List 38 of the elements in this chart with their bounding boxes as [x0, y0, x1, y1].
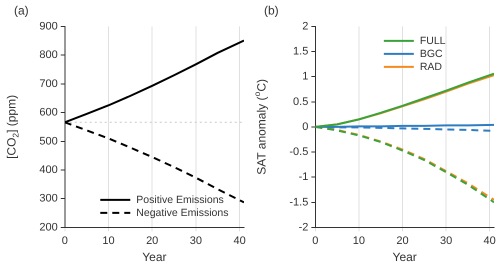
y-tick-label: 2	[302, 20, 308, 32]
x-tick-label: 10	[102, 235, 115, 248]
x-axis-title: Year	[142, 250, 166, 264]
x-tick-label: 20	[396, 235, 409, 248]
legend-label: RAD	[420, 60, 442, 73]
y-tick-label: 800	[39, 49, 58, 62]
y-tick-label: 500	[39, 135, 58, 148]
x-tick-label: 30	[440, 235, 452, 248]
x-tick-label: 40	[484, 235, 496, 248]
y-axis-title: [CO2] (ppm)	[4, 94, 21, 159]
x-tick-label: 10	[352, 235, 366, 248]
y-tick-label: -0.5	[289, 146, 308, 158]
y-tick-label: 700	[39, 78, 58, 90]
x-tick-label: 0	[312, 235, 318, 248]
y-tick-label: -1	[298, 171, 308, 184]
x-axis-title: Year	[392, 250, 417, 264]
y-tick-label: 400	[39, 164, 58, 176]
x-tick-label: 0	[62, 235, 68, 248]
legend-label: BGC	[420, 48, 444, 60]
y-tick-label: -1.5	[289, 196, 308, 208]
legend-label: FULL	[420, 34, 446, 47]
chart-title: (b)	[264, 4, 279, 18]
y-tick-label: 900	[39, 20, 58, 32]
y-tick-label: 300	[39, 192, 58, 205]
x-tick-label: 20	[146, 235, 158, 248]
y-axis-title: SAT anomaly (oC)	[252, 78, 268, 175]
y-tick-label: 0.5	[293, 96, 308, 108]
x-tick-label: 40	[234, 235, 246, 248]
y-tick-label: 1.5	[293, 46, 308, 58]
legend-label: Positive Emissions	[136, 194, 224, 206]
y-tick-label: -2	[298, 221, 308, 234]
y-tick-label: 1	[302, 70, 308, 83]
y-tick-label: 600	[39, 106, 58, 119]
x-tick-label: 30	[190, 235, 202, 248]
chart-title: (a)	[14, 4, 29, 18]
y-tick-label: 0	[302, 120, 308, 133]
y-tick-label: 200	[39, 221, 58, 234]
legend-label: Negative Emissions	[136, 206, 228, 219]
